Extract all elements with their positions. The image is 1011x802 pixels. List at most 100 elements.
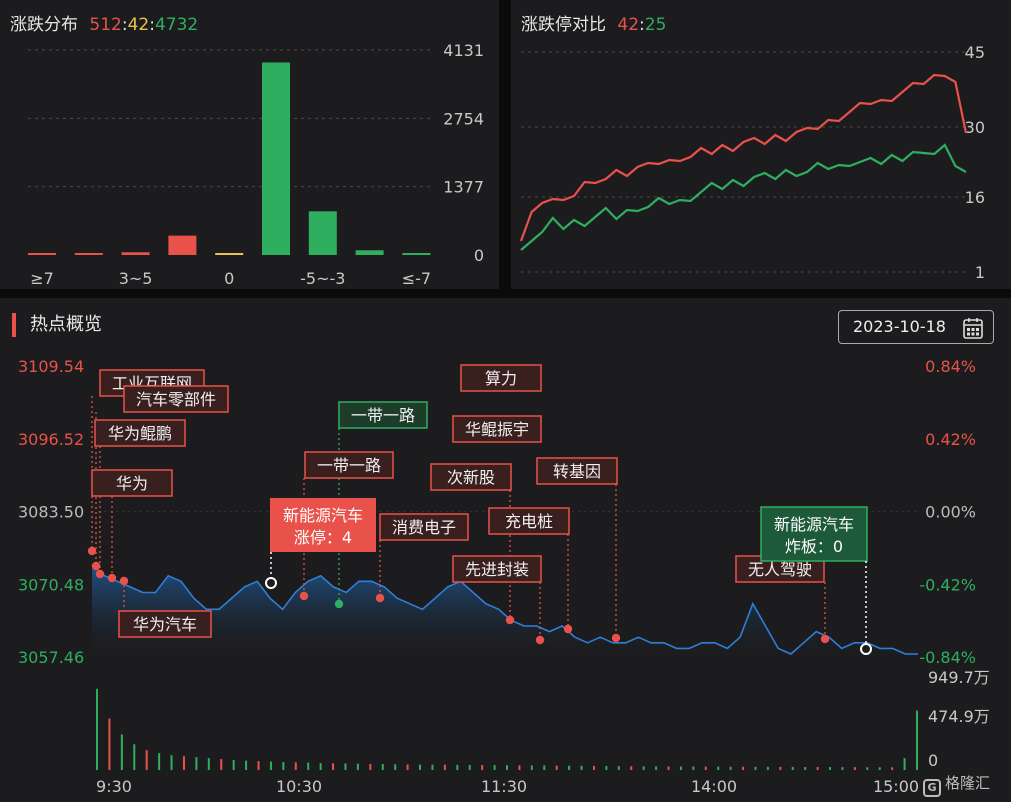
limit-down-count: 25 (644, 15, 667, 35)
callout-line: 新能源汽车 (283, 506, 363, 525)
annotation-dot (119, 576, 129, 586)
volume-bar (754, 766, 757, 770)
y-tick-label: 4131 (443, 41, 484, 60)
volume-bar (133, 744, 136, 770)
volume-bar (120, 734, 123, 770)
down-count: 4732 (154, 15, 199, 35)
volume-bar (158, 753, 161, 770)
limit-break-callout (760, 506, 868, 562)
annotation-dot (95, 569, 105, 579)
price-tick-label: 3057.46 (18, 648, 84, 667)
limit-compare-header: 涨跌停对比 42:25 (521, 10, 666, 35)
volume-bar (518, 765, 521, 770)
volume-bar (829, 767, 832, 770)
volume-bar (443, 764, 446, 770)
bar (74, 253, 103, 255)
volume-bar (568, 765, 571, 770)
up-count: 512 (89, 15, 122, 35)
volume-bar (220, 759, 223, 770)
volume-bar (592, 765, 595, 770)
annotation-dot (535, 635, 545, 645)
sep: : (639, 15, 645, 35)
volume-bar (903, 758, 906, 770)
bar (121, 252, 150, 255)
y-tick-label: 30 (965, 118, 985, 137)
volume-bar (394, 764, 397, 770)
annotation-box (460, 364, 542, 392)
hotspot-title: 热点概览 (12, 313, 102, 337)
annotation-box (488, 507, 570, 535)
volume-bar (481, 765, 484, 770)
volume-bar (319, 763, 322, 770)
volume-bar (195, 757, 198, 770)
annotation-box (430, 463, 512, 491)
x-tick-label: 0 (224, 269, 234, 288)
y-tick-label: 2754 (443, 109, 484, 128)
volume-bar (717, 766, 720, 770)
volume-bar (729, 766, 732, 770)
pct-tick-label: 0.42% (925, 430, 976, 449)
volume-bar (617, 766, 620, 770)
price-area (92, 564, 918, 657)
volume-bar (182, 756, 185, 770)
annotation-box (379, 513, 469, 541)
volume-bar (294, 762, 297, 770)
bar (28, 253, 56, 255)
volume-bar (878, 767, 881, 770)
volume-bar (543, 765, 546, 770)
callout-line: 炸板：0 (785, 537, 843, 556)
annotation-dot (375, 593, 385, 603)
hotspot-panel: 热点概览 2023-10-18 3109.54 3096.52 3083.50 307… (0, 298, 1011, 802)
annotation-dot (334, 599, 344, 609)
annotation-dot (107, 573, 117, 583)
date-value: 2023-10-18 (853, 317, 946, 336)
volume-bar (679, 766, 682, 770)
sep: : (121, 15, 128, 35)
limit-up-callout (270, 498, 376, 552)
volume-bar (630, 766, 633, 770)
price-tick-label: 3109.54 (18, 357, 84, 376)
limit-compare-title: 涨跌停对比 (521, 15, 606, 35)
annotation-label: 先进封装 (465, 560, 529, 579)
volume-bar (170, 755, 173, 770)
annotation-label: 次新股 (447, 468, 495, 487)
volume-bar (269, 761, 272, 770)
annotation-dot (505, 615, 515, 625)
calendar-icon (963, 318, 983, 339)
annotation-box (94, 419, 186, 447)
annotation-label: 华为汽车 (133, 615, 197, 634)
limit-compare-chart: 45 30 16 1 (519, 43, 985, 282)
annotation-label: 华鲲振宇 (465, 420, 529, 439)
limit-up-count: 42 (617, 15, 640, 35)
annotation-box (536, 457, 618, 485)
volume-bar (866, 767, 869, 770)
volume-bar (431, 764, 434, 770)
volume-bar (655, 766, 658, 770)
annotation-box (91, 469, 173, 497)
annotation-dot (87, 546, 97, 556)
brand-name: 格隆汇 (945, 774, 991, 792)
volume-bar (145, 750, 148, 770)
sep: : (149, 15, 155, 35)
brand-mark-icon: G (923, 779, 941, 797)
limit-series-line (519, 73, 968, 242)
date-picker[interactable]: 2023-10-18 (838, 310, 994, 344)
y-tick-label: 16 (965, 188, 985, 207)
volume-bar (344, 763, 347, 770)
annotation-box (123, 385, 229, 413)
annotation-label: 汽车零部件 (136, 390, 216, 409)
annotation-box (452, 415, 542, 443)
distribution-title: 涨跌分布 (10, 15, 78, 35)
price-tick-label: 3096.52 (18, 430, 84, 449)
time-tick-label: 9:30 (96, 777, 132, 796)
volume-bar (916, 710, 918, 770)
volume-tick-label: 949.7万 (928, 668, 990, 687)
volume-bar (804, 767, 807, 770)
annotation-label: 消费电子 (392, 518, 456, 537)
volume-bar (692, 766, 695, 770)
volume-bar (605, 766, 608, 770)
bar (355, 250, 384, 255)
annotation-label: 充电桩 (505, 512, 553, 531)
volume-bar (96, 688, 98, 770)
volume-bar (307, 762, 310, 770)
